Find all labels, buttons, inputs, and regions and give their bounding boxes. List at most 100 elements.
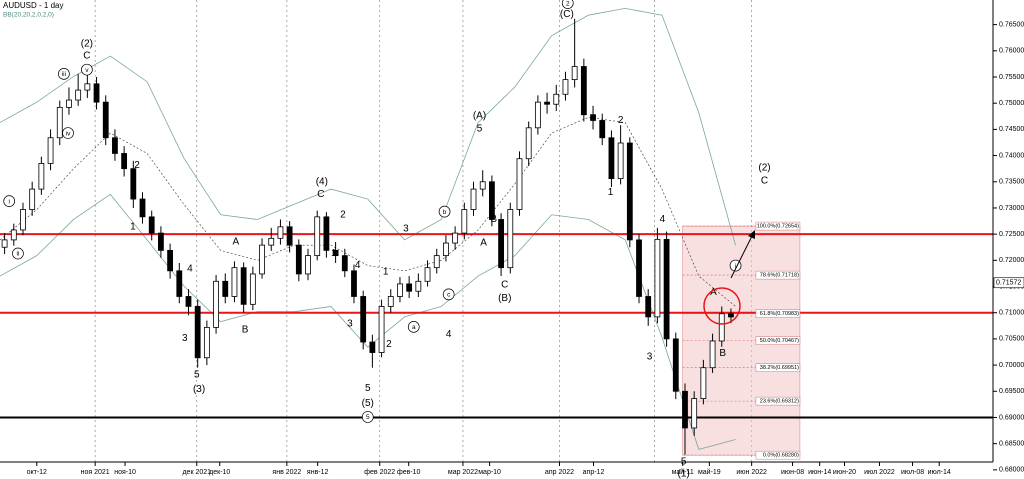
candle-body xyxy=(424,267,431,282)
candle-body xyxy=(194,306,201,359)
candle-body xyxy=(203,326,210,359)
candle-body xyxy=(507,209,514,269)
candle-body xyxy=(259,244,265,275)
wave-label: 4 xyxy=(187,263,193,274)
x-tick-label: фев-10 xyxy=(397,469,421,476)
y-tick-label: 0.74000 xyxy=(999,152,1024,159)
wave-label: 3 xyxy=(647,351,653,362)
fib-label: 100.0%(0.72654) xyxy=(757,224,799,230)
y-tick-label: 0.70000 xyxy=(999,362,1024,369)
x-tick-label: дек 2021 xyxy=(182,469,211,476)
candle-body xyxy=(452,232,459,244)
wave-label: B xyxy=(719,348,726,359)
x-tick-label: янв-12 xyxy=(307,469,329,476)
wave-label: C xyxy=(83,51,90,62)
y-tick-label: 0.72500 xyxy=(999,231,1024,238)
x-tick-label: мар 2022 xyxy=(448,469,478,476)
candle-body xyxy=(544,101,550,105)
candle-body xyxy=(672,338,679,392)
wave-label: c xyxy=(447,292,451,299)
wave-label: b xyxy=(443,209,447,216)
wave-label: 1 xyxy=(331,248,337,259)
candle-body xyxy=(645,296,652,318)
wave-label: (1) xyxy=(677,469,689,479)
candle-body xyxy=(75,89,82,101)
x-tick-label: окт-12 xyxy=(27,469,47,476)
wave-circle xyxy=(561,0,574,9)
projection-arrow xyxy=(730,235,753,279)
candle-body xyxy=(516,158,523,210)
candle-body xyxy=(682,390,688,429)
wave-label: 5 xyxy=(194,370,200,381)
candle-body xyxy=(378,306,385,353)
wave-label: 3 xyxy=(403,224,409,235)
candle-body xyxy=(617,142,624,180)
wave-circle xyxy=(407,321,420,333)
candle-body xyxy=(112,137,118,154)
candle-body xyxy=(176,270,183,297)
x-tick-label: июн-08 xyxy=(781,469,804,476)
candle-body xyxy=(571,66,578,81)
wave-label: (A) xyxy=(473,110,486,121)
wave-label: 1 xyxy=(130,221,136,232)
band-upper xyxy=(0,7,736,246)
candle-body xyxy=(231,267,238,297)
wave-label: (4) xyxy=(316,176,328,187)
candle-body xyxy=(608,137,615,180)
x-tick-label: фев 2022 xyxy=(364,469,395,476)
fib-label-box xyxy=(755,336,801,345)
candle-body xyxy=(305,255,311,275)
fib-label: 61.8%(0.70983) xyxy=(760,311,799,317)
candle-body xyxy=(728,313,734,318)
wave-label: A xyxy=(710,287,717,298)
candle-body xyxy=(29,188,36,210)
x-tick-label: июл-08 xyxy=(901,469,924,476)
wave-label: 4 xyxy=(660,214,666,225)
candle-body xyxy=(286,226,293,246)
fib-label-box xyxy=(755,396,801,406)
wave-circle xyxy=(361,411,374,423)
last-price-label: 0.71572 xyxy=(996,280,1021,287)
candle-body xyxy=(240,267,247,305)
candle-body xyxy=(654,238,661,318)
candle-body xyxy=(709,340,716,369)
chart-title: AUDUSD - 1 day xyxy=(3,1,63,10)
candle-body xyxy=(268,237,275,246)
x-tick-label: май-19 xyxy=(698,468,721,476)
y-tick-label: 0.71000 xyxy=(999,310,1024,317)
candle-body xyxy=(498,219,504,269)
wave-label: 2 xyxy=(134,160,140,171)
wave-label: 4 xyxy=(355,260,361,271)
y-tick-label: 0.72000 xyxy=(999,257,1024,264)
candle-body xyxy=(525,127,532,160)
fib-label: 23.6%(0.69312) xyxy=(760,399,799,405)
wave-label: 5 xyxy=(365,383,371,394)
candle-body xyxy=(93,83,100,103)
candle-body xyxy=(47,137,54,164)
candle-body xyxy=(718,313,725,342)
x-tick-label: дек-10 xyxy=(209,469,230,476)
candle-body xyxy=(433,255,440,269)
wave-label: 3 xyxy=(347,318,353,329)
wave-label: C xyxy=(761,175,768,186)
x-tick-label: июл-14 xyxy=(928,469,951,476)
y-tick-label: 0.70500 xyxy=(999,336,1024,343)
wave-label: B xyxy=(242,325,249,336)
wave-circle xyxy=(3,195,16,207)
candle-body xyxy=(562,79,569,95)
candle-body xyxy=(148,216,155,234)
wave-label: i xyxy=(735,263,736,270)
x-tick-label: мар-10 xyxy=(478,469,501,476)
candle-body xyxy=(185,296,192,307)
candle-body xyxy=(56,106,63,139)
fib-label-box xyxy=(755,270,801,280)
candle-body xyxy=(415,280,422,292)
wave-label: 2 xyxy=(386,339,392,350)
y-tick-label: 0.75000 xyxy=(999,100,1024,107)
wave-label: 2 xyxy=(618,115,624,126)
candle-body xyxy=(700,367,707,400)
y-tick-label: 0.73500 xyxy=(999,179,1024,186)
candle-body xyxy=(139,198,146,218)
candle-body xyxy=(351,270,357,297)
